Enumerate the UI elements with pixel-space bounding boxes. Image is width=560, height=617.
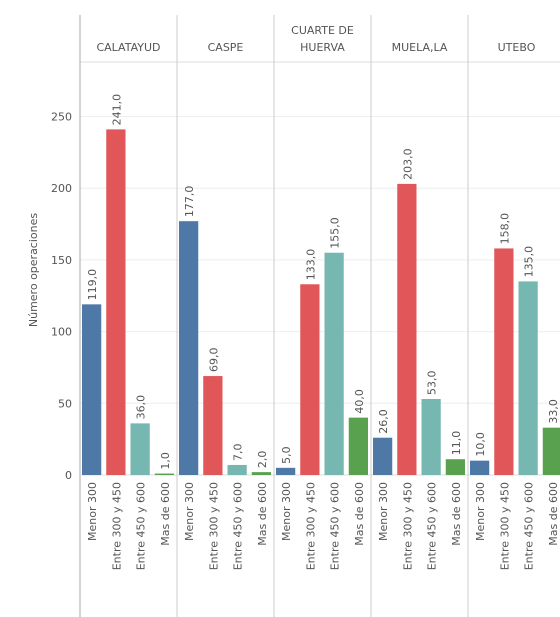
bar <box>227 464 247 475</box>
x-tick-label: Menor 300 <box>183 482 196 541</box>
value-label: 11,0 <box>450 431 463 456</box>
bar <box>518 281 538 475</box>
panel-header: MUELA,LA <box>392 41 448 54</box>
x-tick-label: Mas de 600 <box>450 482 463 546</box>
y-tick-label: 50 <box>58 397 72 410</box>
bar <box>373 437 393 475</box>
x-tick-label: Mas de 600 <box>159 482 172 546</box>
x-tick-label: Entre 450 y 600 <box>135 482 148 570</box>
value-label: 33,0 <box>547 399 560 424</box>
bar <box>251 472 271 475</box>
bar <box>203 376 223 475</box>
value-label: 133,0 <box>304 249 317 281</box>
value-label: 40,0 <box>353 389 366 414</box>
value-label: 10,0 <box>474 432 487 457</box>
x-tick-label: Entre 450 y 600 <box>232 482 245 570</box>
y-axis-title: Número operaciones <box>27 213 40 328</box>
panel-header: CALATAYUD <box>96 41 160 54</box>
bar <box>445 459 465 475</box>
value-label: 119,0 <box>86 269 99 301</box>
value-label: 36,0 <box>135 395 148 420</box>
x-tick-label: Menor 300 <box>280 482 293 541</box>
value-label: 135,0 <box>523 246 536 278</box>
bar <box>324 252 344 475</box>
bar <box>82 304 102 475</box>
bar <box>348 417 368 475</box>
value-label: 1,0 <box>159 452 172 470</box>
x-tick-label: Menor 300 <box>377 482 390 541</box>
bar <box>300 284 320 475</box>
value-label: 26,0 <box>377 409 390 434</box>
x-tick-label: Entre 300 y 450 <box>401 482 414 570</box>
value-label: 241,0 <box>110 94 123 126</box>
bar <box>494 248 514 475</box>
x-tick-label: Entre 300 y 450 <box>498 482 511 570</box>
panel-header: CUARTE DE HUERVA <box>291 24 354 54</box>
bar <box>106 129 126 476</box>
x-tick-label: Mas de 600 <box>353 482 366 546</box>
value-label: 203,0 <box>401 148 414 180</box>
bar <box>179 221 199 475</box>
x-tick-label: Entre 450 y 600 <box>426 482 439 570</box>
value-label: 7,0 <box>232 443 245 461</box>
x-tick-label: Entre 300 y 450 <box>304 482 317 570</box>
x-tick-label: Entre 450 y 600 <box>329 482 342 570</box>
value-label: 5,0 <box>280 446 293 464</box>
bar <box>470 460 490 475</box>
y-tick-label: 150 <box>51 254 72 267</box>
value-label: 158,0 <box>498 213 511 245</box>
value-label: 2,0 <box>256 451 269 469</box>
x-tick-label: Entre 450 y 600 <box>523 482 536 570</box>
y-tick-label: 100 <box>51 326 72 339</box>
y-tick-label: 0 <box>65 469 72 482</box>
x-tick-label: Mas de 600 <box>547 482 560 546</box>
y-tick-label: 200 <box>51 182 72 195</box>
bar <box>397 183 417 475</box>
bar <box>154 473 174 475</box>
x-tick-label: Menor 300 <box>474 482 487 541</box>
bar <box>542 427 560 475</box>
x-tick-label: Menor 300 <box>86 482 99 541</box>
bar <box>276 467 296 475</box>
value-label: 155,0 <box>329 217 342 249</box>
y-tick-label: 250 <box>51 110 72 123</box>
value-label: 177,0 <box>183 186 196 218</box>
value-label: 69,0 <box>207 348 220 373</box>
bar <box>130 423 150 475</box>
value-label: 53,0 <box>426 370 439 395</box>
x-tick-label: Mas de 600 <box>256 482 269 546</box>
x-tick-label: Entre 300 y 450 <box>207 482 220 570</box>
bar <box>421 398 441 475</box>
panel-header: CASPE <box>208 41 244 54</box>
panel-header: UTEBO <box>498 41 536 54</box>
x-tick-label: Entre 300 y 450 <box>110 482 123 570</box>
